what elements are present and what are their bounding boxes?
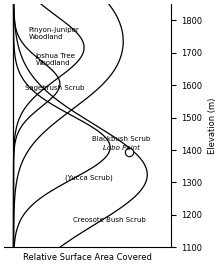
Text: (Yucca Scrub): (Yucca Scrub) xyxy=(65,174,113,181)
Text: Creosote Bush Scrub: Creosote Bush Scrub xyxy=(73,217,146,223)
X-axis label: Relative Surface Area Covered: Relative Surface Area Covered xyxy=(23,253,152,262)
Text: Lobo Point: Lobo Point xyxy=(103,146,139,151)
Text: Joshua Tree
Woodland: Joshua Tree Woodland xyxy=(36,53,76,66)
Text: Sagebrush Scrub: Sagebrush Scrub xyxy=(25,85,84,92)
Text: Blackbush Scrub: Blackbush Scrub xyxy=(91,136,150,142)
Y-axis label: Elevation (m): Elevation (m) xyxy=(208,98,217,154)
Text: Pinyon-Juniper
Woodland: Pinyon-Juniper Woodland xyxy=(28,27,79,40)
